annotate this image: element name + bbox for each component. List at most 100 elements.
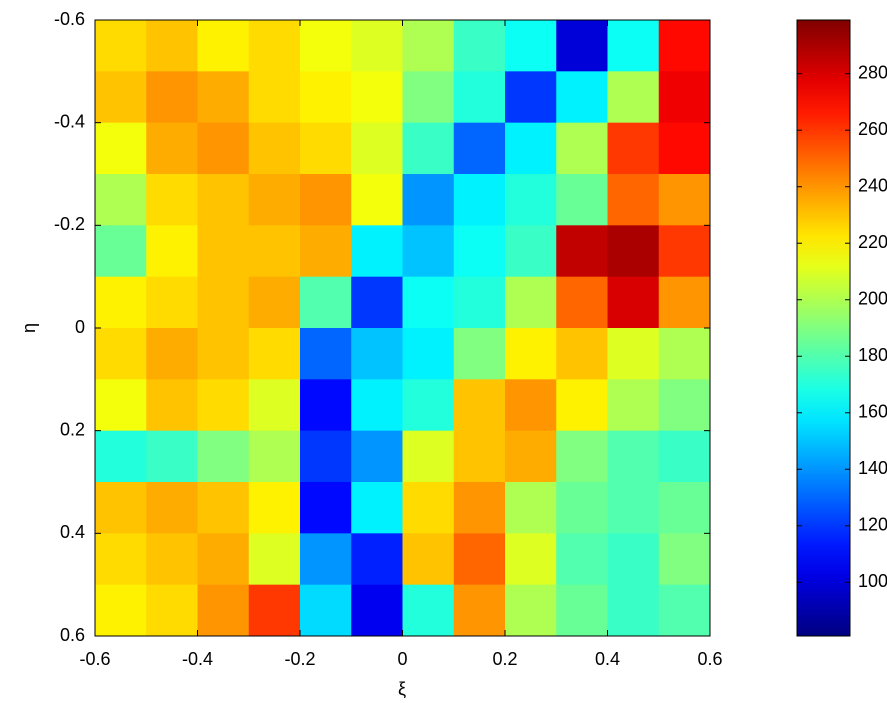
y-tick-label: 0.6 bbox=[60, 625, 85, 645]
heatmap-cell bbox=[146, 20, 198, 72]
heatmap-cell bbox=[197, 20, 250, 72]
heatmap-cell bbox=[197, 482, 250, 534]
heatmap-cell bbox=[556, 482, 608, 534]
heatmap-cell bbox=[658, 328, 711, 380]
heatmap-cell bbox=[300, 584, 352, 637]
y-tick-label: -0.4 bbox=[54, 111, 85, 131]
heatmap-cell bbox=[453, 482, 506, 534]
heatmap-cell bbox=[556, 328, 608, 380]
colorbar-tick-label: 280 bbox=[858, 62, 887, 82]
x-tick-label: -0.2 bbox=[284, 649, 315, 669]
heatmap-cell bbox=[402, 174, 455, 226]
heatmap-cell bbox=[402, 20, 455, 72]
heatmap-cell bbox=[453, 276, 506, 329]
heatmap-cell bbox=[300, 533, 352, 586]
heatmap-cell bbox=[658, 584, 711, 637]
colorbar-tick-label: 240 bbox=[858, 175, 887, 195]
heatmap-cell bbox=[607, 20, 660, 72]
heatmap-cell bbox=[402, 225, 455, 278]
x-axis-label: ξ bbox=[398, 679, 406, 699]
heatmap-cell bbox=[248, 379, 301, 432]
heatmap-cell bbox=[351, 122, 403, 175]
heatmap-cell bbox=[95, 328, 147, 380]
heatmap-cell bbox=[197, 276, 250, 329]
y-tick-label: 0.2 bbox=[60, 419, 85, 439]
heatmap-cell bbox=[505, 430, 557, 483]
heatmap-cell bbox=[146, 225, 198, 278]
heatmap-cell bbox=[658, 379, 711, 432]
heatmap-cell bbox=[658, 276, 711, 329]
heatmap-cell bbox=[556, 584, 608, 637]
colorbar-tick-label: 140 bbox=[858, 458, 887, 478]
heatmap-cell bbox=[351, 430, 403, 483]
heatmap-cell bbox=[505, 379, 557, 432]
heatmap-cell bbox=[95, 533, 147, 586]
colorbar-tick-label: 120 bbox=[858, 515, 887, 535]
heatmap-cell bbox=[300, 174, 352, 226]
heatmap-cell bbox=[658, 71, 711, 124]
heatmap-cell bbox=[453, 584, 506, 637]
heatmap-cell bbox=[505, 276, 557, 329]
heatmap-cell bbox=[505, 482, 557, 534]
heatmap-cell bbox=[197, 225, 250, 278]
heatmap-cell bbox=[402, 584, 455, 637]
heatmap bbox=[95, 20, 711, 637]
heatmap-cell bbox=[146, 328, 198, 380]
heatmap-cell bbox=[300, 276, 352, 329]
y-tick-label: -0.6 bbox=[54, 9, 85, 29]
heatmap-cell bbox=[351, 174, 403, 226]
heatmap-cell bbox=[197, 174, 250, 226]
heatmap-cell bbox=[453, 20, 506, 72]
heatmap-cell bbox=[556, 533, 608, 586]
y-tick-label: 0 bbox=[75, 317, 85, 337]
x-tick-label: 0.2 bbox=[492, 649, 517, 669]
heatmap-cell bbox=[95, 276, 147, 329]
heatmap-cell bbox=[402, 430, 455, 483]
heatmap-cell bbox=[658, 122, 711, 175]
heatmap-cell bbox=[556, 276, 608, 329]
heatmap-cell bbox=[300, 328, 352, 380]
heatmap-cell bbox=[556, 20, 608, 72]
heatmap-cell bbox=[402, 328, 455, 380]
heatmap-cell bbox=[402, 482, 455, 534]
heatmap-cell bbox=[146, 584, 198, 637]
heatmap-cell bbox=[607, 482, 660, 534]
heatmap-cell bbox=[95, 584, 147, 637]
heatmap-cell bbox=[248, 174, 301, 226]
heatmap-cell bbox=[505, 225, 557, 278]
heatmap-cell bbox=[300, 122, 352, 175]
heatmap-cell bbox=[402, 533, 455, 586]
heatmap-cell bbox=[351, 533, 403, 586]
heatmap-cell bbox=[351, 276, 403, 329]
heatmap-cell bbox=[402, 122, 455, 175]
heatmap-cell bbox=[607, 276, 660, 329]
heatmap-cell bbox=[95, 71, 147, 124]
heatmap-cell bbox=[505, 328, 557, 380]
heatmap-cell bbox=[95, 225, 147, 278]
heatmap-cell bbox=[248, 430, 301, 483]
x-tick-label: -0.4 bbox=[182, 649, 213, 669]
heatmap-cell bbox=[146, 276, 198, 329]
heatmap-cell bbox=[248, 584, 301, 637]
x-tick-label: 0.6 bbox=[697, 649, 722, 669]
heatmap-cell bbox=[351, 584, 403, 637]
heatmap-cell bbox=[607, 71, 660, 124]
colorbar-tick-label: 200 bbox=[858, 288, 887, 308]
heatmap-cell bbox=[248, 328, 301, 380]
heatmap-cell bbox=[607, 430, 660, 483]
heatmap-cell bbox=[248, 276, 301, 329]
x-tick-label: 0.4 bbox=[595, 649, 620, 669]
heatmap-cell bbox=[146, 482, 198, 534]
heatmap-cell bbox=[453, 225, 506, 278]
heatmap-cell bbox=[505, 20, 557, 72]
heatmap-cell bbox=[556, 174, 608, 226]
heatmap-cell bbox=[505, 533, 557, 586]
heatmap-cell bbox=[658, 225, 711, 278]
colorbar-tick-label: 160 bbox=[858, 402, 887, 422]
y-tick-label: -0.2 bbox=[54, 214, 85, 234]
heatmap-cell bbox=[197, 71, 250, 124]
heatmap-cell bbox=[453, 328, 506, 380]
heatmap-cell bbox=[95, 20, 147, 72]
heatmap-cell bbox=[351, 379, 403, 432]
